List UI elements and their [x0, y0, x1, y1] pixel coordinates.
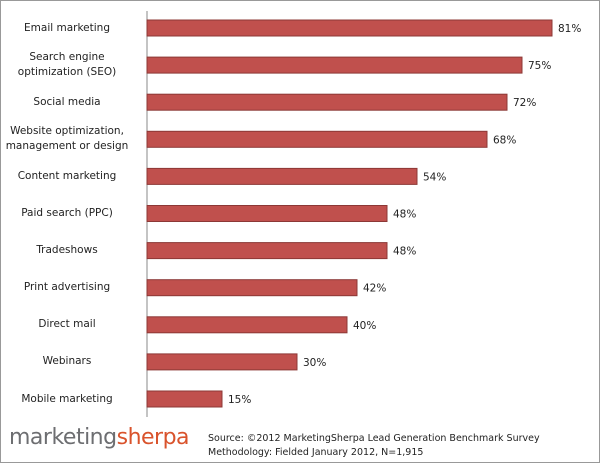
category-label: Paid search (PPC)	[21, 207, 113, 219]
logo-part: sherpa	[116, 425, 190, 450]
category-label: Social media	[33, 95, 101, 108]
value-label: 15%	[228, 394, 251, 406]
bar	[146, 353, 298, 371]
bar	[146, 19, 553, 37]
category-label: Mobile marketing	[21, 392, 113, 405]
bar	[146, 316, 348, 334]
bar	[146, 130, 488, 148]
value-label: 30%	[303, 357, 326, 369]
value-label: 48%	[393, 209, 416, 221]
bar	[146, 390, 223, 408]
category-label: Content marketing	[17, 169, 117, 182]
logo-part: marketing	[9, 425, 117, 450]
value-label: 40%	[353, 320, 376, 332]
bar	[146, 242, 388, 260]
methodology-text: Methodology: Fielded January 2012, N=1,9…	[208, 447, 424, 458]
category-label: Website optimization, management or desi…	[5, 125, 129, 153]
category-label: Print advertising	[23, 281, 111, 294]
value-label: 42%	[363, 283, 386, 295]
bar	[146, 56, 523, 74]
bar	[146, 93, 508, 111]
value-label: 81%	[558, 23, 581, 35]
bar	[146, 279, 358, 297]
value-label: 68%	[493, 134, 516, 146]
category-label: Tradeshows	[36, 244, 98, 257]
value-label: 72%	[513, 97, 536, 109]
value-label: 75%	[528, 60, 551, 72]
category-label: Webinars	[42, 355, 92, 368]
category-label: Search engine optimization (SEO)	[17, 51, 117, 79]
value-label: 48%	[393, 246, 416, 258]
logo: marketingsherpa	[9, 425, 190, 450]
category-label: Direct mail	[38, 318, 96, 331]
bar	[146, 167, 418, 185]
value-label: 54%	[423, 171, 446, 183]
bar	[146, 205, 388, 222]
source-text: Source: ©2012 MarketingSherpa Lead Gener…	[208, 433, 540, 444]
source: Source: ©2012 MarketingSherpa Lead Gener…	[208, 432, 540, 460]
category-label: Email marketing	[24, 21, 110, 34]
